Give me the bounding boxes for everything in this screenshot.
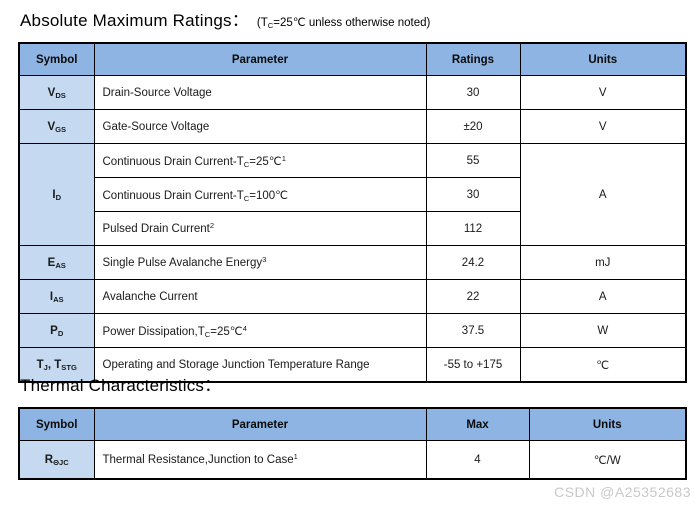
table-row: Continuous Drain Current-TC=100℃ 30 [19,177,686,212]
cell-rating: 30 [425,177,521,212]
cell-units: ℃ [519,347,687,383]
cell-rating: ±20 [425,109,521,144]
col-header-parameter: Parameter [93,42,427,76]
col-header-max: Max [425,407,530,441]
cell-parameter: Continuous Drain Current-TC=25℃1 [93,143,427,178]
cell-symbol-ias: IAS [18,279,95,314]
table-row: TJ, TSTG Operating and Storage Junction … [18,347,687,383]
col-header-ratings: Ratings [425,42,521,76]
cell-parameter: Continuous Drain Current-TC=100℃ [93,177,427,212]
cell-rating: 24.2 [425,245,521,280]
table-header-row: Symbol Parameter Ratings Units [18,42,687,76]
cell-units: A [519,143,687,246]
absolute-maximum-ratings-table: Symbol Parameter Ratings Units VDS Drain… [18,42,687,383]
table-row: PD Power Dissipation,TC=25℃4 37.5 W [18,313,687,348]
cell-rating: 112 [425,211,521,246]
cell-parameter: Drain-Source Voltage [93,75,427,110]
cell-parameter: Operating and Storage Junction Temperatu… [93,347,427,383]
table-row: RΘJC Thermal Resistance,Junction to Case… [18,440,687,480]
cell-rating: 30 [425,75,521,110]
abs-max-title: Absolute Maximum Ratings： [20,11,249,30]
abs-max-section-title: Absolute Maximum Ratings： (TC=25℃ unless… [20,6,430,31]
cell-units: mJ [519,245,687,280]
col-header-symbol: Symbol [18,42,95,76]
table-row: ID Continuous Drain Current-TC=25℃1 55 A [18,143,687,246]
cell-symbol-pd: PD [18,313,95,348]
cell-symbol-id: ID [18,143,95,246]
cell-parameter: Pulsed Drain Current2 [93,211,427,246]
csdn-watermark: CSDN @A25352683 [554,484,691,500]
cell-rating: 37.5 [425,313,521,348]
table-row: IAS Avalanche Current 22 A [18,279,687,314]
cell-max: 4 [425,440,530,480]
cell-parameter: Single Pulse Avalanche Energy3 [93,245,427,280]
thermal-characteristics-table: Symbol Parameter Max Units RΘJC Thermal … [18,407,687,480]
cell-units: V [519,109,687,144]
cell-parameter: Avalanche Current [93,279,427,314]
cell-parameter: Power Dissipation,TC=25℃4 [93,313,427,348]
cell-units: ℃/W [528,440,687,480]
cell-rating: 55 [425,143,521,178]
table-header-row: Symbol Parameter Max Units [18,407,687,441]
table-row: VGS Gate-Source Voltage ±20 V [18,109,687,144]
cell-rating: 22 [425,279,521,314]
cell-units: A [519,279,687,314]
cell-symbol-rthjc: RΘJC [18,440,95,480]
thermal-title: Thermal Characteristics： [20,376,222,395]
table-row: VDS Drain-Source Voltage 30 V [18,75,687,110]
col-header-symbol: Symbol [18,407,95,441]
cell-symbol-vgs: VGS [18,109,95,144]
cell-symbol-eas: EAS [18,245,95,280]
cell-rating: -55 to +175 [425,347,521,383]
cell-symbol-tj-tstg: TJ, TSTG [18,347,95,383]
col-header-units: Units [528,407,687,441]
col-header-parameter: Parameter [93,407,427,441]
cell-parameter: Gate-Source Voltage [93,109,427,144]
cell-units: V [519,75,687,110]
table-row: Pulsed Drain Current2 112 [19,211,686,246]
cell-units: W [519,313,687,348]
thermal-section-title: Thermal Characteristics： [20,371,221,396]
cell-parameter: Thermal Resistance,Junction to Case1 [93,440,427,480]
table-row: EAS Single Pulse Avalanche Energy3 24.2 … [18,245,687,280]
abs-max-condition-note: (TC=25℃ unless otherwise noted) [256,17,431,30]
col-header-units: Units [519,42,687,76]
cell-symbol-vds: VDS [18,75,95,110]
